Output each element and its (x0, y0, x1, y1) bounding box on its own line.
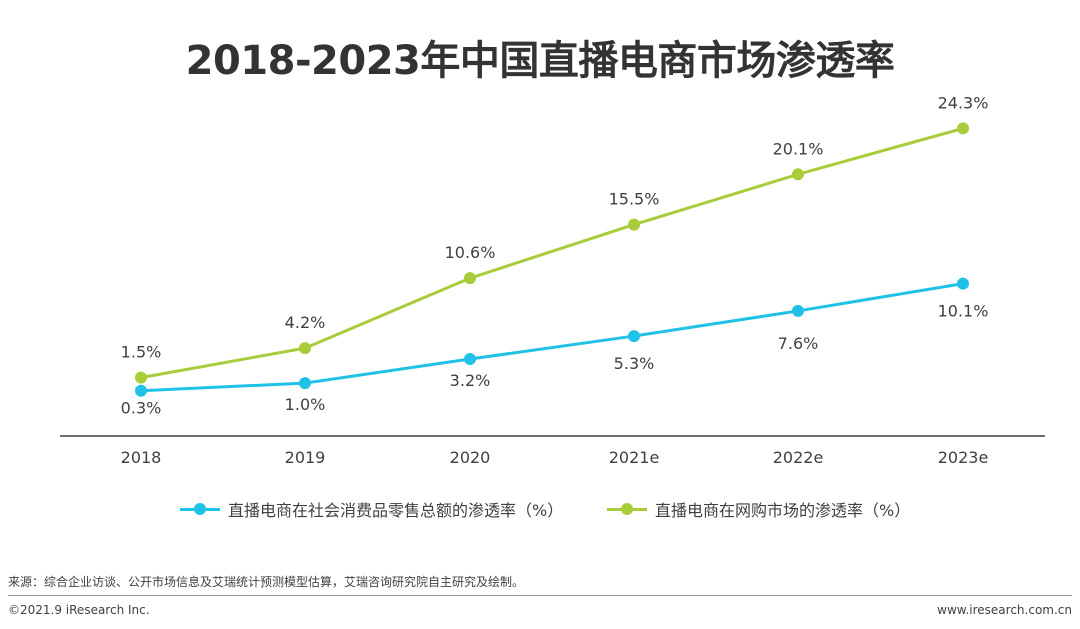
series-line-0 (139, 282, 965, 393)
data-point-s0-0 (135, 384, 147, 397)
data-point-s0-5 (957, 277, 969, 290)
data-label-s1-1: 4.2% (285, 313, 326, 332)
x-tick-label-2018: 2018 (121, 448, 162, 467)
chart-title: 2018-2023年中国直播电商市场渗透率 (185, 38, 895, 84)
data-label-s1-0: 1.5% (121, 343, 162, 362)
legend-swatch-retail (180, 502, 220, 515)
data-point-s0-2 (464, 353, 476, 366)
data-point-s1-0 (135, 371, 147, 384)
copyright-text: ©2021.9 iResearch Inc. (8, 603, 150, 617)
x-tick-label-2019: 2019 (285, 448, 326, 467)
footer-divider (8, 595, 1072, 596)
series-line-1 (139, 126, 965, 380)
x-tick-label-2021e: 2021e (609, 448, 660, 467)
data-label-s0-0: 0.3% (121, 399, 162, 418)
data-label-s1-2: 10.6% (445, 243, 496, 262)
data-label-s1-3: 15.5% (609, 190, 660, 209)
data-label-s1-4: 20.1% (773, 139, 824, 158)
data-label-s0-1: 1.0% (285, 395, 326, 414)
website-link[interactable]: www.iresearch.com.cn (937, 603, 1072, 617)
data-point-s1-5 (957, 122, 969, 135)
x-tick-label-2020: 2020 (450, 448, 491, 467)
legend-label-online: 直播电商在网购市场的渗透率（%） (655, 501, 911, 520)
data-point-s1-2 (464, 272, 476, 285)
legend-item-retail: 直播电商在社会消费品零售总额的渗透率（%） (180, 495, 563, 523)
data-point-s0-1 (299, 377, 311, 390)
data-label-s0-4: 7.6% (778, 334, 819, 353)
data-point-s1-4 (792, 168, 804, 181)
source-note: 来源：综合企业访谈、公开市场信息及艾瑞统计预测模型估算，艾瑞咨询研究院自主研究及… (8, 575, 525, 589)
legend-label-retail: 直播电商在社会消费品零售总额的渗透率（%） (228, 501, 564, 520)
data-label-s0-3: 5.3% (614, 354, 655, 373)
data-label-s1-5: 24.3% (938, 93, 989, 112)
data-point-s0-4 (792, 304, 804, 317)
x-tick-label-2023e: 2023e (938, 448, 989, 467)
legend-swatch-online (607, 502, 647, 515)
data-label-s0-5: 10.1% (938, 302, 989, 321)
data-point-s1-1 (299, 342, 311, 355)
legend-item-online: 直播电商在网购市场的渗透率（%） (607, 495, 910, 523)
data-point-s1-3 (628, 218, 640, 231)
x-tick-label-2022e: 2022e (773, 448, 824, 467)
data-point-s0-3 (628, 330, 640, 343)
data-label-s0-2: 3.2% (450, 371, 491, 390)
